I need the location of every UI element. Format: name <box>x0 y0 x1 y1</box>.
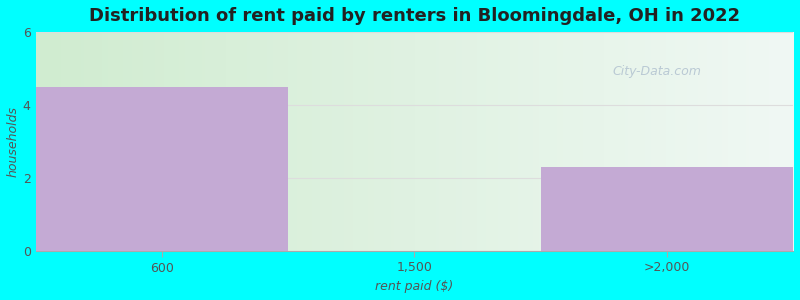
Text: City-Data.com: City-Data.com <box>612 65 701 78</box>
Bar <box>541 167 793 251</box>
Title: Distribution of rent paid by renters in Bloomingdale, OH in 2022: Distribution of rent paid by renters in … <box>89 7 740 25</box>
Y-axis label: households: households <box>7 106 20 177</box>
Bar <box>35 87 288 251</box>
X-axis label: rent paid ($): rent paid ($) <box>375 280 454 293</box>
